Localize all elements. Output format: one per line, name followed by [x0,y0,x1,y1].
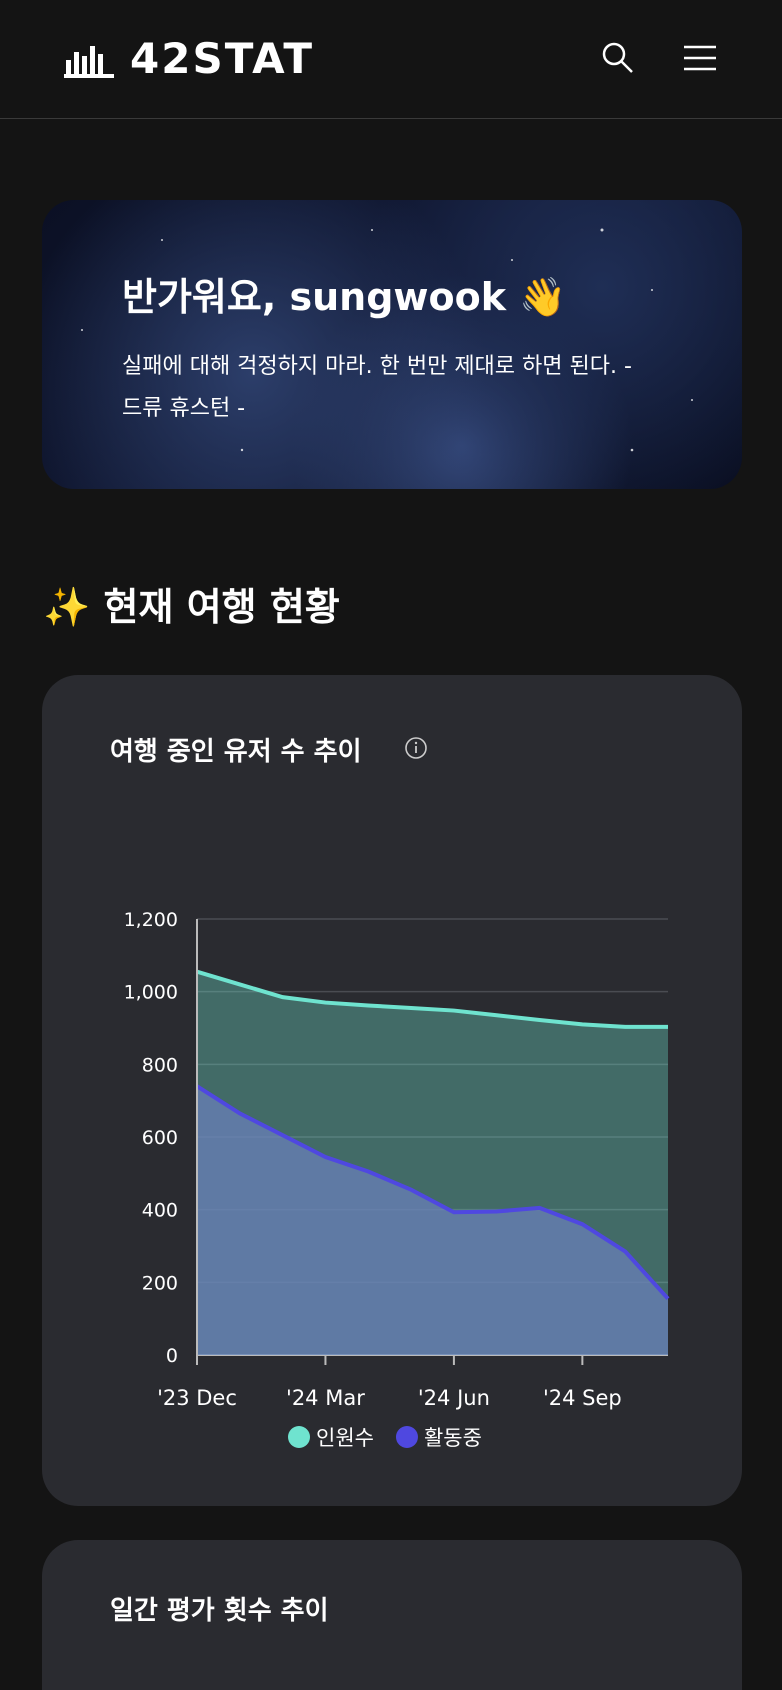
logo-icon [64,46,114,78]
legend-swatch [395,1426,418,1448]
y-tick-label: 600 [142,1127,178,1149]
info-icon[interactable] [404,736,430,762]
legend-swatch [288,1426,310,1448]
line [195,1084,670,1301]
logo[interactable]: 42STAT [130,34,314,83]
x-tick-label: '24 Sep [543,1386,622,1410]
x-tick-label: '24 Mar [286,1386,365,1410]
search-icon[interactable] [600,40,636,76]
quote: 실패에 대해 걱정하지 마라. 한 번만 제대로 하면 된다. - 드류 휴스턴… [122,354,632,421]
y-tick-label: 400 [142,1200,178,1222]
legend-label: 활동중 [424,1426,482,1450]
y-tick-label: 1,000 [124,982,178,1004]
chart-title: 여행 중인 유저 수 추이 [110,737,362,767]
chart-card: 일간 평가 횟수 추이 [42,1540,742,1690]
menu-icon[interactable] [682,44,718,74]
y-tick-label: 1,200 [124,909,178,931]
y-tick-label: 200 [142,1272,178,1294]
header: 42STAT [0,0,782,119]
x-tick-label: '23 Dec [157,1386,237,1410]
y-tick-label: 800 [142,1054,178,1076]
x-tick-label: '24 Jun [418,1386,490,1410]
chart-card: 여행 중인 유저 수 추이 [42,675,742,1506]
legend-label: 인원수 [316,1426,374,1450]
chart-title: 일간 평가 횟수 추이 [110,1596,329,1626]
section-title: ✨ 현재 여행 현황 [43,585,340,629]
stars [81,228,693,452]
greeting: 반가워요, sungwook 👋 [122,275,567,319]
y-tick-label: 0 [166,1345,178,1367]
line [196,969,668,1029]
hero-banner: 반가워요, sungwook 👋 실패에 대해 걱정하지 마라. 한 번만 제대… [42,200,742,489]
